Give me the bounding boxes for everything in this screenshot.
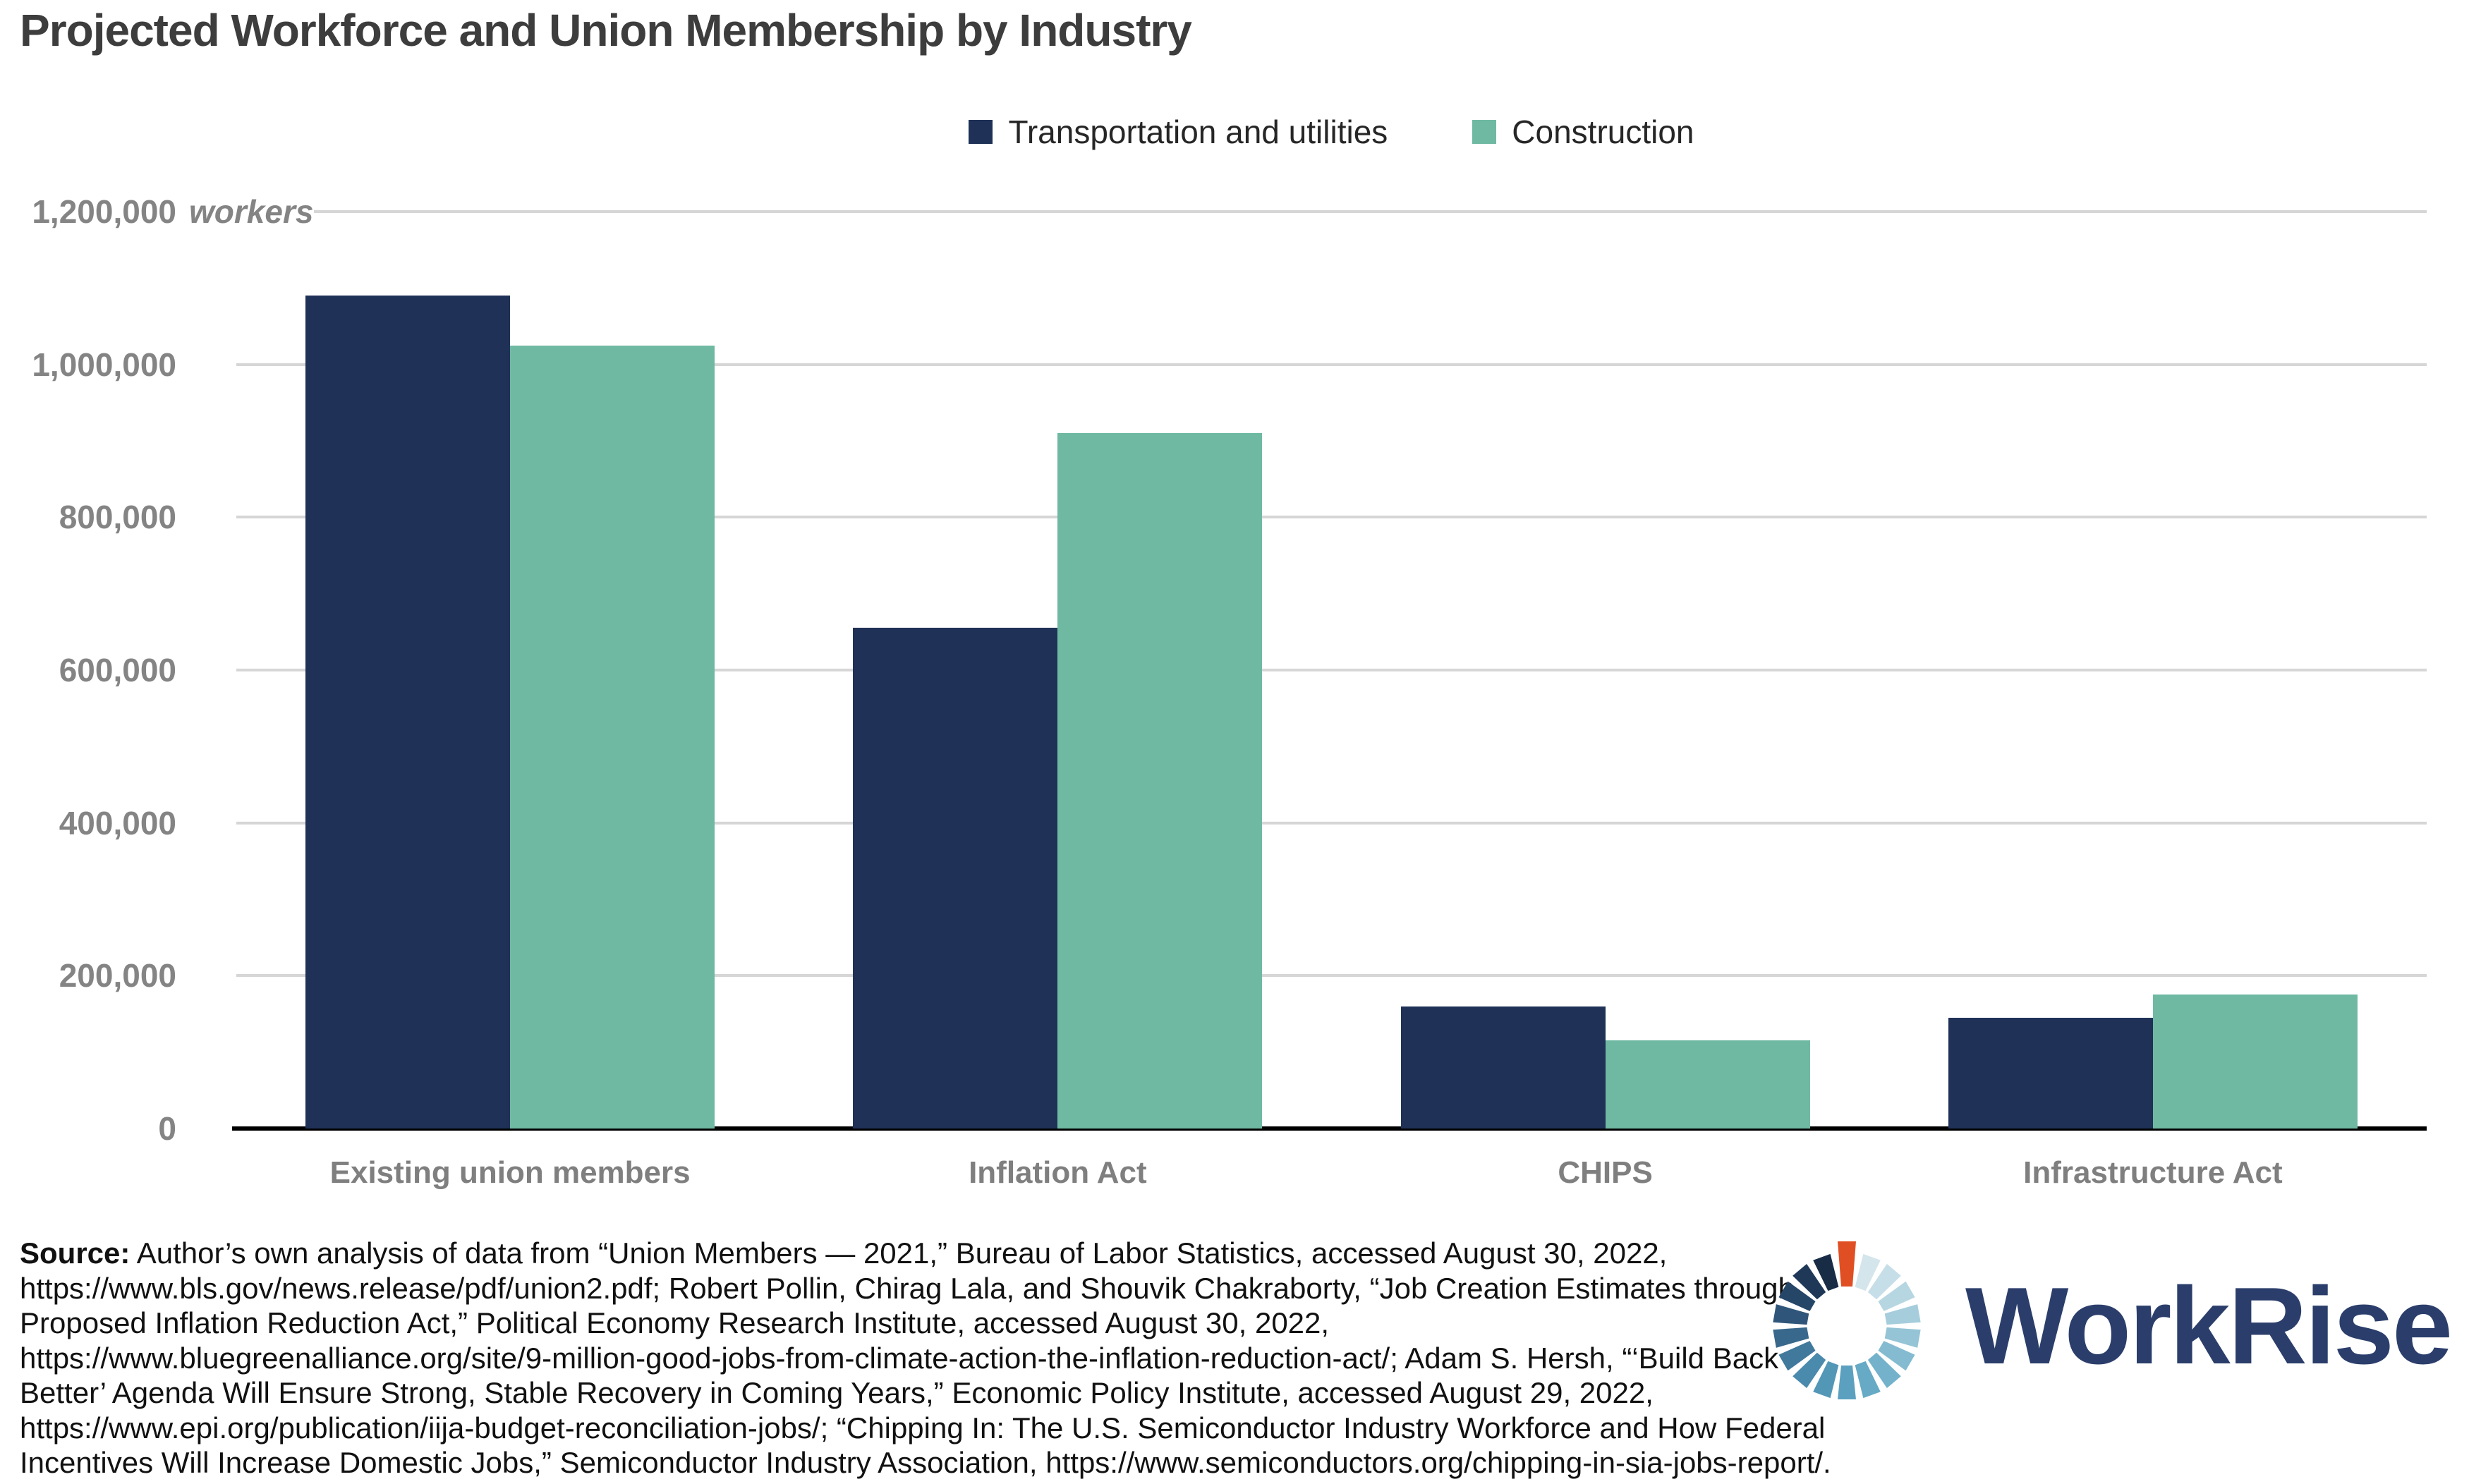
x-axis-label-infrastructure-act: Infrastructure Act [2023,1155,2283,1190]
spinner-blue-segment [1838,1366,1856,1399]
bar-construction-existing-union-members [510,345,715,1129]
gridline [314,210,2427,213]
bar-construction-chips [1605,1040,1810,1129]
y-axis-tick-label: 0 [158,1110,176,1147]
spinner-blue-segment [1813,1361,1839,1399]
y-axis-tick-label: 600,000 [59,652,176,688]
spinner-blue-segment [1773,1327,1809,1348]
spinner-blue-segment [1867,1263,1901,1300]
x-axis-label-chips: CHIPS [1558,1155,1653,1190]
legend-swatch-transportation-utilities [969,120,993,144]
spinner-blue-segment [1773,1304,1809,1325]
source-text: Author’s own analysis of data from “Unio… [20,1236,1831,1479]
gridline [236,516,2427,519]
gridline [236,363,2427,366]
y-axis-tick-label: 400,000 [59,804,176,841]
bar-transportation-and-utilities-infrastructure-act [1948,1017,2153,1129]
gridline [236,669,2427,671]
gridline [236,974,2427,978]
legend-label-construction: Construction [1512,114,1694,150]
workrise-spinner-icon [1773,1241,1921,1399]
plot-area: Existing union members Inflation Act CHIPS… [232,210,2427,1190]
legend-item-transportation-utilities: Transportation and utilities [969,113,1388,151]
y-axis-tick-label: 800,000 [59,499,176,536]
spinner-blue-segment [1778,1341,1816,1371]
legend-item-construction: Construction [1472,113,1694,151]
source-note: Source: Author’s own analysis of data fr… [20,1236,1854,1480]
bar-transportation-and-utilities-existing-union-members [305,296,511,1129]
source-label: Source: [20,1236,131,1270]
spinner-blue-segment [1867,1352,1901,1389]
y-axis-unit-label: workers [189,193,314,230]
spinner-blue-segment [1884,1304,1921,1325]
spinner-blue-segment [1792,1352,1826,1389]
workrise-logo: WorkRise [1762,1241,2453,1411]
y-axis-tick-label: 1,000,000 [32,346,176,383]
spinner-blue-segment [1878,1341,1915,1371]
gridline [236,821,2427,825]
workrise-logo-text: WorkRise [1965,1265,2453,1387]
y-axis-tick-label: 1,200,000 [32,193,176,230]
x-axis-label-inflation-act: Inflation Act [969,1155,1147,1190]
legend-swatch-construction [1472,120,1497,144]
bar-construction-infrastructure-act [2152,995,2358,1129]
bar-construction-inflation-act [1057,433,1263,1129]
x-axis-label-existing-union-members: Existing union members [329,1155,691,1190]
legend-label-transportation-utilities: Transportation and utilities [1008,114,1388,150]
spinner-blue-segment [1855,1361,1881,1399]
bar-transportation-and-utilities-inflation-act [853,628,1058,1129]
y-axis-tick-label: 200,000 [59,957,176,995]
legend: Transportation and utilities Constructio… [236,113,2427,151]
spinner-blue-segment [1884,1327,1921,1348]
bar-transportation-and-utilities-chips [1400,1006,1606,1129]
spinner-blue-segment [1878,1281,1915,1311]
spinner-blue-segment [1855,1253,1881,1291]
spinner-blue-segment [1792,1263,1826,1300]
spinner-blue-segment [1778,1281,1816,1311]
chart-title: Projected Workforce and Union Membership… [20,5,1192,56]
spinner-orange-segment [1838,1241,1856,1287]
spinner-blue-segment [1813,1253,1839,1291]
x-axis-line [232,1126,2427,1131]
